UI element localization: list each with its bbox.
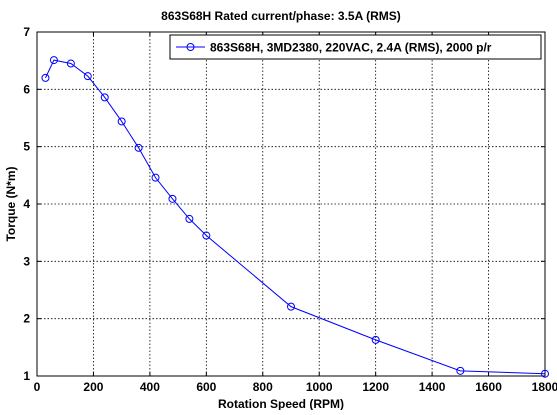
legend: 863S68H, 3MD2380, 220VAC, 2.4A (RMS), 20… <box>169 34 542 60</box>
data-point <box>49 56 58 65</box>
x-tick-label: 1800 <box>532 380 557 394</box>
data-point <box>41 73 50 82</box>
y-tick-label: 2 <box>23 312 30 326</box>
chart-title: 863S68H Rated current/phase: 3.5A (RMS) <box>161 9 401 23</box>
x-tick-label: 1000 <box>306 380 333 394</box>
y-tick-label: 7 <box>23 25 30 39</box>
data-point <box>287 302 295 311</box>
y-tick-label: 3 <box>23 254 30 268</box>
data-point <box>456 366 465 375</box>
x-tick-label: 1200 <box>362 380 389 394</box>
data-point <box>83 72 92 81</box>
legend-box <box>169 34 542 60</box>
data-point <box>202 231 211 240</box>
x-tick-label: 1600 <box>475 380 502 394</box>
data-point <box>117 117 126 126</box>
legend-series-label: 863S68H, 3MD2380, 220VAC, 2.4A (RMS), 20… <box>210 41 492 55</box>
x-tick-label: 800 <box>253 380 273 394</box>
series-line <box>45 59 546 375</box>
y-tick-label: 6 <box>23 82 30 96</box>
data-point <box>185 214 194 223</box>
x-tick-label: 400 <box>140 380 160 394</box>
x-axis-label: Rotation Speed (RPM) <box>218 397 344 410</box>
y-tick-label: 1 <box>23 369 30 383</box>
data-point <box>134 143 143 152</box>
data-point <box>168 194 177 203</box>
data-point <box>100 93 109 102</box>
data-point <box>151 173 160 182</box>
data-point <box>66 59 75 68</box>
data-point <box>371 335 380 344</box>
x-tick-label: 200 <box>83 380 103 394</box>
x-tick-label: 600 <box>196 380 216 394</box>
x-tick-label: 1400 <box>419 380 446 394</box>
y-axis-label: Torque (N*m) <box>4 166 18 241</box>
y-tick-label: 5 <box>23 140 30 154</box>
data-point <box>541 369 549 378</box>
y-tick-label: 4 <box>23 197 30 211</box>
x-tick-label: 0 <box>34 380 41 394</box>
legend-marker-swatch <box>186 43 195 51</box>
